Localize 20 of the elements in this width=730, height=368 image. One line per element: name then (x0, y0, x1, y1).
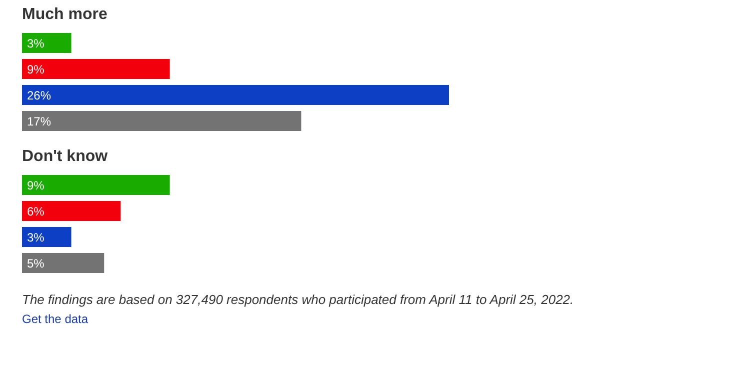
data-label: 6% (27, 204, 45, 218)
data-label: 17% (27, 114, 52, 128)
bar (22, 59, 170, 79)
data-label: 9% (27, 178, 45, 192)
bar (22, 85, 449, 105)
bar (22, 175, 170, 195)
bar (22, 253, 104, 273)
text: The findings are based on 327,490 respondents who participated from April 11 to April 25, 2022. (22, 292, 575, 308)
text: Get the data (22, 312, 90, 326)
data-label: 9% (27, 62, 45, 76)
data-label: 26% (27, 88, 52, 102)
bar (22, 201, 121, 221)
data-label: 3% (27, 36, 45, 50)
chart-title: Don't know (22, 148, 109, 166)
data-label: 5% (27, 256, 45, 270)
bar (22, 33, 72, 53)
bar (22, 111, 302, 131)
chart-title: Much more (22, 6, 108, 24)
data-label: 3% (27, 230, 45, 244)
bar (22, 227, 72, 247)
